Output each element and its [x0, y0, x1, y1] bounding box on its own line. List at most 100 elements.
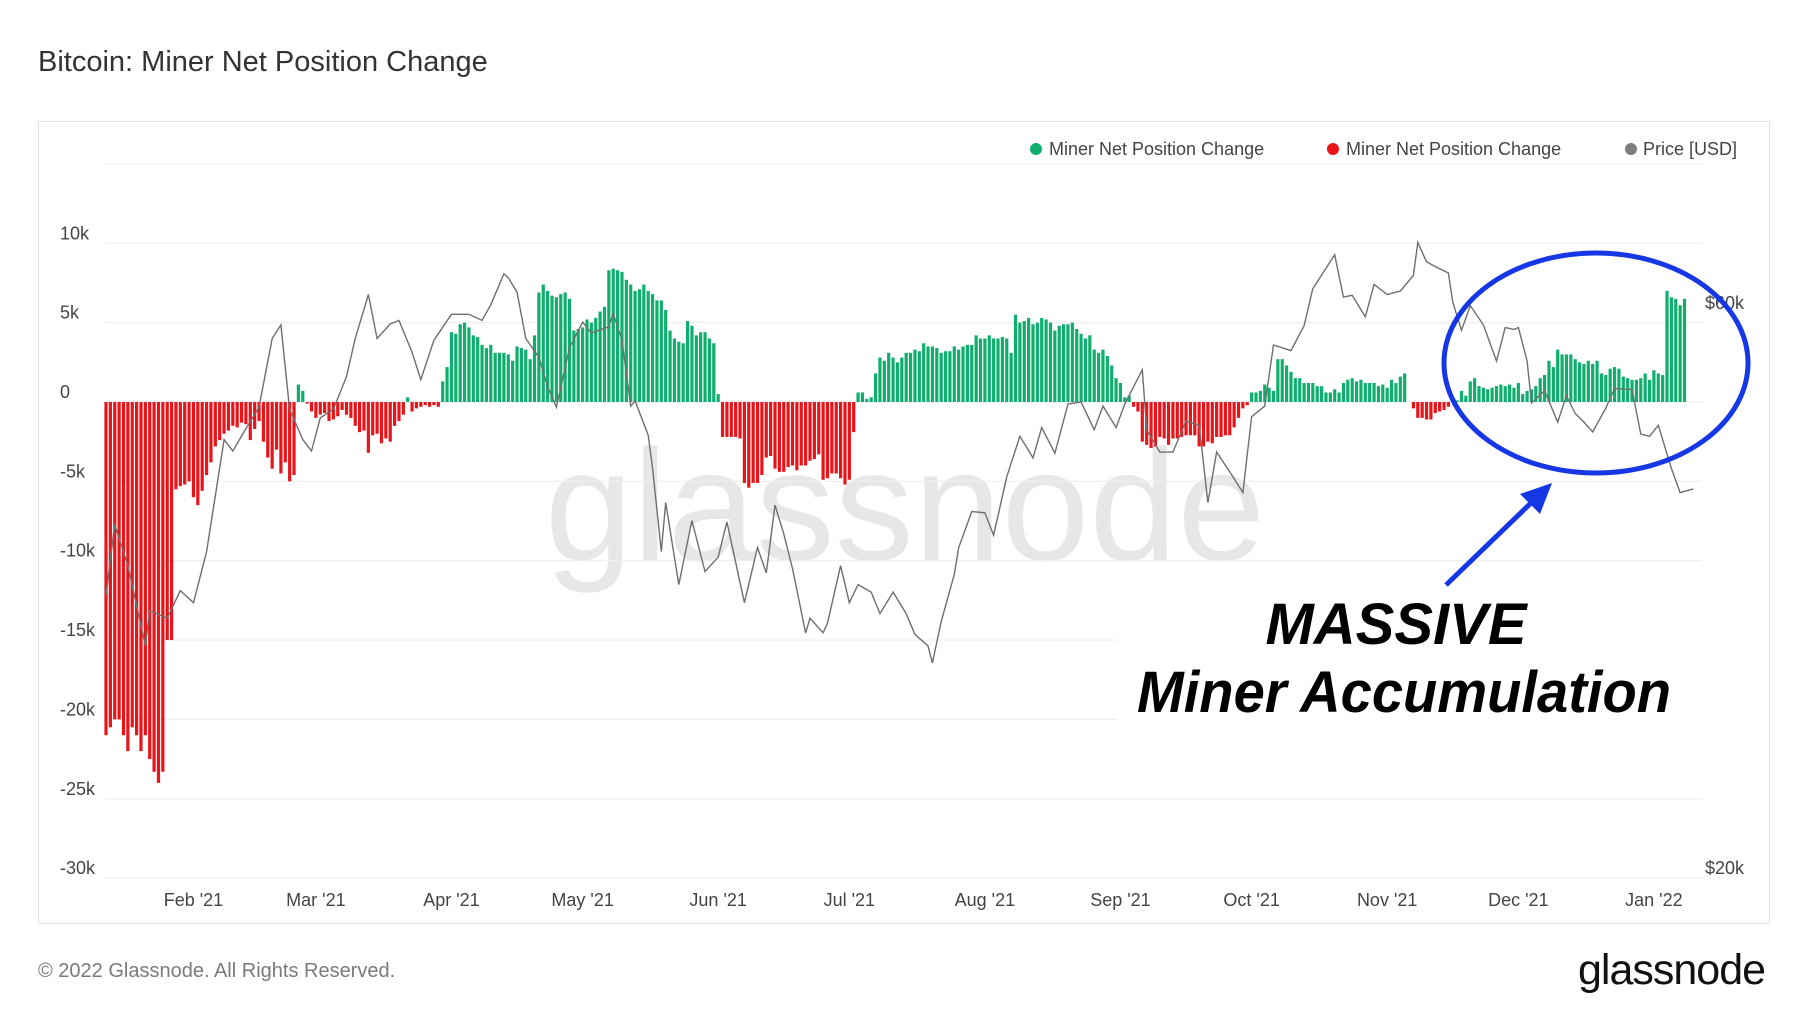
bar-positive	[1652, 370, 1656, 402]
arrow-head-icon	[1520, 483, 1552, 514]
bar-positive	[1560, 354, 1564, 402]
bar-negative	[384, 402, 388, 439]
bar-negative	[375, 402, 379, 434]
bar-positive	[668, 330, 672, 402]
bar-negative	[283, 402, 287, 463]
bar-negative	[222, 402, 226, 434]
bar-positive	[1577, 362, 1582, 402]
x-tick-label: Feb '21	[164, 890, 223, 910]
bar-positive	[1298, 378, 1302, 402]
bar-positive	[1031, 324, 1035, 402]
bar-positive	[685, 321, 690, 402]
annotation: MASSIVE Miner Accumulation	[1137, 250, 1751, 725]
bar-negative	[777, 402, 781, 472]
bar-negative	[401, 402, 405, 415]
bar-positive	[633, 290, 637, 402]
bar-positive	[1083, 338, 1088, 402]
bar-negative	[318, 402, 322, 415]
y2-tick-label: $20k	[1705, 858, 1745, 878]
bar-positive	[957, 349, 961, 402]
bar-negative	[292, 402, 296, 476]
bar-negative	[742, 402, 746, 483]
bar-positive	[1263, 384, 1267, 402]
bar-negative	[1188, 402, 1193, 436]
y-axis-labels: 10k 5k 0 -5k -10k -15k -20k -25k -30k	[60, 223, 96, 878]
legend-dot-green-icon	[1030, 143, 1042, 155]
bar-negative	[130, 402, 134, 728]
bar-negative	[371, 402, 375, 436]
bar-negative	[1420, 402, 1424, 418]
y-tick-label: 5k	[60, 303, 80, 323]
legend-item-positive[interactable]: Miner Net Position Change	[1030, 139, 1264, 159]
bar-positive	[1350, 378, 1354, 402]
bar-positive	[1538, 378, 1542, 402]
bar-negative	[1241, 402, 1245, 409]
bar-negative	[419, 402, 423, 407]
x-tick-label: Sep '21	[1090, 890, 1151, 910]
bar-positive	[602, 306, 607, 402]
bar-positive	[1289, 371, 1293, 402]
legend-item-price[interactable]: Price [USD]	[1625, 139, 1737, 159]
bar-negative	[773, 402, 777, 469]
x-tick-label: Aug '21	[955, 890, 1016, 910]
legend-item-negative[interactable]: Miner Net Position Change	[1327, 139, 1561, 159]
bar-negative	[156, 402, 161, 783]
x-axis-labels: Feb '21 Mar '21 Apr '21 May '21 Jun '21 Jul '…	[164, 890, 1683, 910]
bar-negative	[804, 402, 808, 466]
bar-negative	[1416, 402, 1420, 418]
bar-negative	[838, 402, 843, 479]
bar-positive	[1027, 317, 1031, 402]
bar-positive	[1005, 338, 1009, 402]
bar-positive	[908, 352, 913, 402]
bar-negative	[397, 402, 401, 422]
bar-positive	[441, 381, 445, 402]
bar-positive	[1035, 322, 1039, 402]
bar-positive	[572, 330, 576, 402]
bar-positive	[296, 384, 300, 402]
legend-label: Miner Net Position Change	[1049, 139, 1264, 159]
bar-negative	[349, 402, 353, 418]
bar-negative	[261, 402, 266, 442]
bar-negative	[161, 402, 165, 772]
bar-positive	[716, 394, 720, 402]
bar-positive	[506, 354, 510, 402]
bar-positive	[301, 390, 305, 402]
legend-dot-red-icon	[1327, 143, 1339, 155]
bar-positive	[406, 397, 410, 402]
bar-positive	[1473, 378, 1477, 402]
bar-positive	[480, 344, 484, 402]
bar-positive	[987, 335, 991, 402]
bar-positive	[664, 309, 668, 402]
bar-positive	[904, 352, 908, 402]
bar-positive	[445, 367, 449, 402]
bar-positive	[873, 373, 878, 402]
bar-negative	[760, 402, 764, 476]
bar-positive	[891, 357, 895, 402]
bar-negative	[135, 402, 139, 736]
arrow-shaft	[1444, 499, 1535, 587]
bar-negative	[344, 402, 349, 415]
bar-positive	[1127, 395, 1131, 402]
bar-negative	[782, 402, 786, 472]
annotation-line-1: MASSIVE	[1265, 592, 1528, 657]
bar-negative	[1411, 402, 1416, 409]
bar-positive	[970, 344, 974, 402]
bar-positive	[1315, 386, 1319, 402]
bar-negative	[309, 402, 314, 412]
bar-positive	[515, 346, 519, 402]
bar-negative	[1175, 402, 1179, 439]
bar-negative	[1153, 402, 1158, 447]
bar-positive	[1573, 359, 1577, 402]
bar-positive	[1346, 379, 1350, 402]
y-tick-label: -15k	[60, 620, 96, 640]
bar-positive	[594, 317, 598, 402]
bar-negative	[847, 402, 851, 480]
bar-negative	[834, 402, 838, 474]
bar-negative	[204, 402, 209, 476]
bar-positive	[1508, 384, 1512, 402]
bar-positive	[677, 341, 681, 402]
bar-negative	[1180, 402, 1184, 437]
glassnode-logo[interactable]: glassnode	[1578, 946, 1766, 994]
bar-positive	[1617, 368, 1621, 402]
bar-negative	[751, 402, 755, 483]
